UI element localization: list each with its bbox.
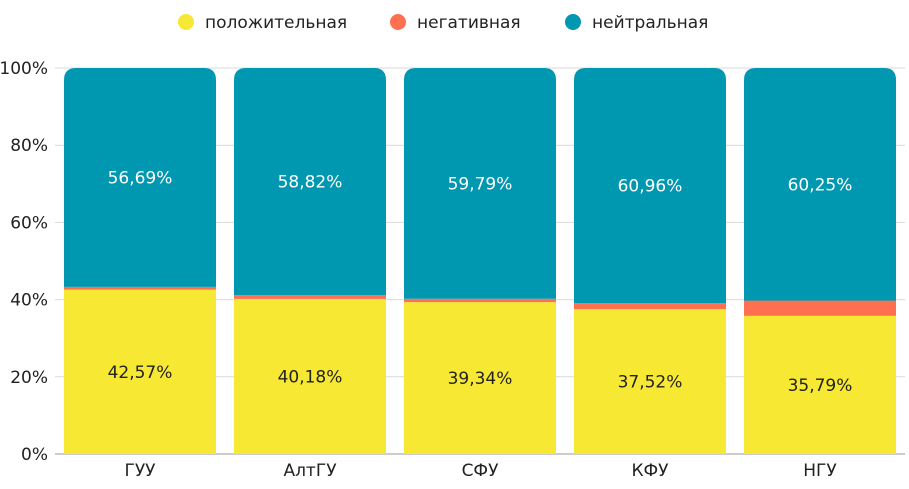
legend-marker xyxy=(178,14,194,30)
bar-group: 42,57% 56,69% xyxy=(64,68,216,454)
legend-item: нейтральная xyxy=(565,13,708,33)
bar-segment xyxy=(574,309,726,454)
bar-segment xyxy=(404,302,556,454)
bar-segment xyxy=(574,68,726,304)
legend-marker xyxy=(390,14,406,30)
x-tick-label: КФУ xyxy=(631,461,669,481)
y-tick-label: 0% xyxy=(21,445,48,465)
bar-segment xyxy=(744,300,896,316)
bar-segment xyxy=(64,68,216,287)
y-tick-label: 60% xyxy=(10,213,48,233)
y-tick-label: 80% xyxy=(10,136,48,156)
legend-marker xyxy=(565,14,581,30)
legend-item: негативная xyxy=(390,13,521,33)
legend: положительная негативная нейтральная xyxy=(178,13,708,33)
data-label: 35,79% xyxy=(788,376,853,396)
x-tick-label: СФУ xyxy=(462,461,500,481)
data-label: 56,69% xyxy=(108,168,173,188)
x-tick-label: НГУ xyxy=(803,461,837,481)
bar-group: 37,52% 60,96% xyxy=(574,68,726,454)
data-label: 60,25% xyxy=(788,175,853,195)
bar-group: 35,79% 60,25% xyxy=(744,68,896,454)
bar-segment xyxy=(64,289,216,454)
bar-segment xyxy=(404,298,556,303)
bar-segment xyxy=(574,303,726,310)
data-label: 37,52% xyxy=(618,373,683,393)
y-axis: 0% 20% 40% 60% 80% 100% xyxy=(0,59,48,465)
legend-label: нейтральная xyxy=(592,13,708,33)
legend-label: негативная xyxy=(417,13,521,33)
x-tick-label: ГУУ xyxy=(124,461,156,481)
data-label: 60,96% xyxy=(618,177,683,197)
legend-label: положительная xyxy=(205,13,347,33)
bar-segment xyxy=(234,298,386,454)
bar-group: 39,34% 59,79% xyxy=(404,68,556,454)
bar-segment xyxy=(234,68,386,296)
bar-group: 40,18% 58,82% xyxy=(234,68,386,454)
bar-segment xyxy=(744,315,896,454)
x-axis: ГУУ АлтГУ СФУ КФУ НГУ xyxy=(124,461,837,481)
bar-segment xyxy=(64,286,216,290)
data-label: 58,82% xyxy=(278,173,343,193)
data-label: 42,57% xyxy=(108,363,173,383)
bar-segment xyxy=(744,68,896,301)
bars: 42,57% 56,69% 40,18% 58,82% 39,34% 59,79% 37,5… xyxy=(64,68,896,454)
x-tick-label: АлтГУ xyxy=(283,461,337,481)
data-label: 59,79% xyxy=(448,174,513,194)
data-label: 40,18% xyxy=(278,367,343,387)
data-label: 39,34% xyxy=(448,369,513,389)
y-tick-label: 20% xyxy=(10,368,48,388)
y-tick-label: 40% xyxy=(10,291,48,311)
y-tick-label: 100% xyxy=(0,59,48,79)
bar-segment xyxy=(234,295,386,299)
legend-item: положительная xyxy=(178,13,347,33)
bar-segment xyxy=(404,68,556,299)
